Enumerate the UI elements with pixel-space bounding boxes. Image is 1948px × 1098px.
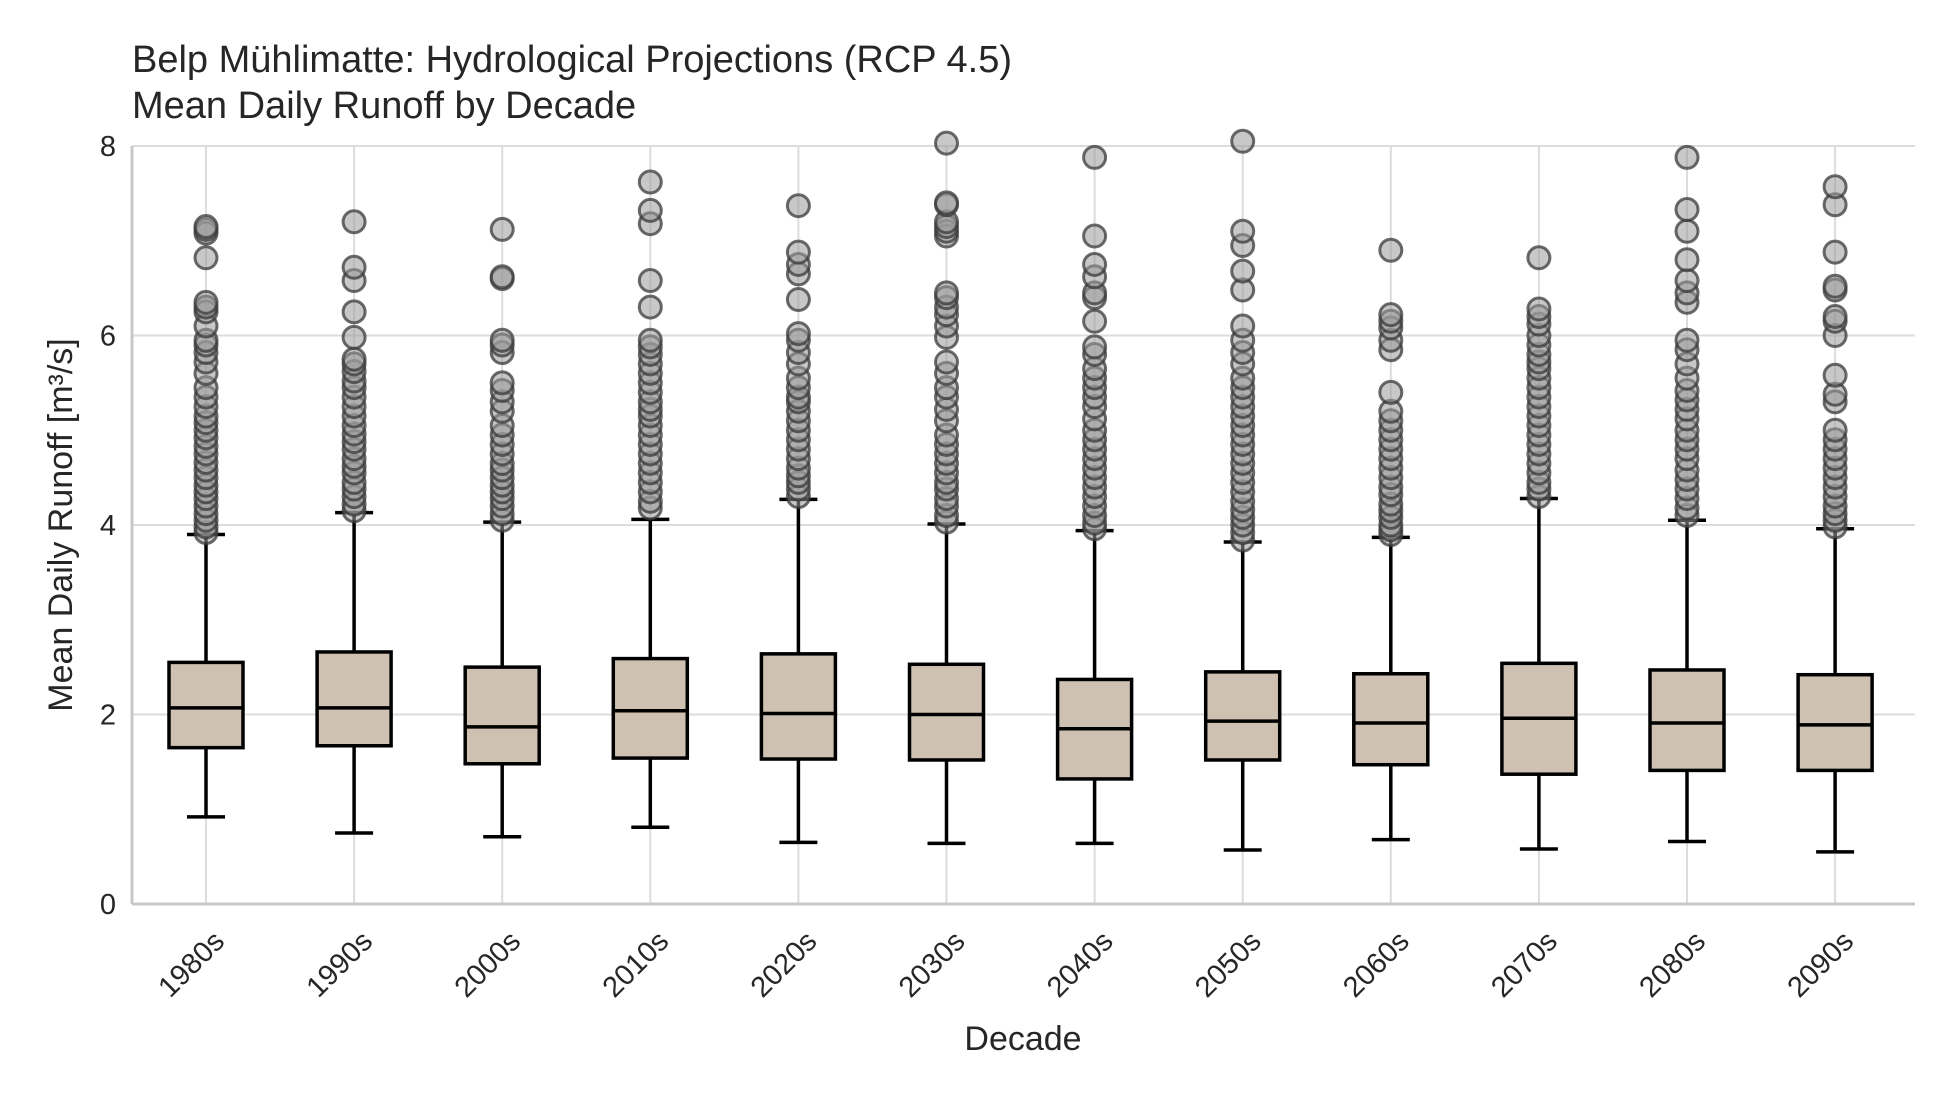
- outlier-point: [1230, 218, 1256, 244]
- box-group: [1055, 144, 1134, 846]
- outlier-point: [341, 209, 367, 235]
- outlier-point: [489, 264, 515, 290]
- y-tick-label: 2: [100, 700, 116, 732]
- grid: [132, 145, 1915, 905]
- axes-spines: [130, 146, 1915, 906]
- box-group: [611, 169, 690, 830]
- box-group: [1500, 245, 1578, 851]
- outlier-point: [637, 169, 663, 195]
- x-tick-label: 2070s: [1485, 925, 1563, 1003]
- box-group: [907, 130, 986, 846]
- iqr-box: [1352, 672, 1430, 767]
- outlier-point: [1674, 247, 1700, 273]
- chart-subtitle: Mean Daily Runoff by Decade: [132, 85, 636, 127]
- iqr-box: [167, 660, 245, 750]
- x-tick-label: 2020s: [745, 925, 823, 1003]
- iqr-box: [907, 662, 986, 762]
- box-group: [1648, 144, 1726, 844]
- outlier-point: [341, 324, 367, 350]
- box-group: [759, 193, 838, 845]
- outlier-point: [1822, 304, 1848, 330]
- iqr-box: [315, 650, 393, 748]
- y-tick-label: 4: [100, 510, 116, 542]
- outlier-point: [193, 245, 219, 271]
- box-group: [1796, 174, 1874, 854]
- outlier-point: [193, 289, 219, 315]
- outlier-point: [341, 346, 367, 372]
- outlier-point: [934, 349, 959, 375]
- outlier-point: [489, 216, 515, 242]
- outlier-point: [1674, 196, 1700, 222]
- box-series: [167, 128, 1874, 854]
- box-group: [1203, 128, 1282, 852]
- outlier-point: [1822, 239, 1848, 265]
- x-tick-label: 1990s: [301, 925, 379, 1003]
- outlier-point: [489, 370, 515, 396]
- outlier-point: [1526, 245, 1552, 271]
- outlier-point: [341, 299, 367, 325]
- box-group: [167, 214, 245, 819]
- outlier-point: [1082, 144, 1108, 170]
- x-tick-label: 2040s: [1041, 925, 1119, 1003]
- x-tick-label: 2030s: [893, 925, 971, 1003]
- x-axis-label: Decade: [964, 1020, 1081, 1058]
- outlier-point: [934, 190, 959, 216]
- x-tick-label: 1980s: [152, 925, 230, 1003]
- x-tick-label: 2090s: [1782, 925, 1860, 1003]
- outlier-point: [1674, 218, 1700, 244]
- y-axis-label: Mean Daily Runoff [m³/s]: [42, 338, 80, 712]
- outlier-point: [489, 327, 515, 353]
- iqr-box: [1203, 670, 1282, 762]
- y-tick-label: 0: [100, 889, 116, 921]
- outlier-point: [1082, 223, 1108, 249]
- y-tick-label: 6: [100, 321, 116, 353]
- outlier-point: [785, 286, 811, 312]
- iqr-box: [1648, 668, 1726, 773]
- box-group: [463, 216, 541, 839]
- outlier-point: [637, 268, 663, 294]
- outlier-point: [934, 130, 959, 156]
- outlier-point: [1822, 273, 1848, 299]
- iqr-box: [1796, 672, 1874, 773]
- outlier-point: [637, 197, 663, 223]
- outlier-point: [341, 254, 367, 280]
- box-group: [1352, 237, 1430, 842]
- outlier-point: [1378, 302, 1404, 328]
- outlier-point: [785, 321, 811, 347]
- iqr-box: [759, 652, 838, 761]
- outlier-point: [1674, 268, 1700, 294]
- x-tick-label: 2080s: [1633, 925, 1711, 1003]
- outlier-point: [637, 294, 663, 320]
- outlier-point: [934, 280, 959, 306]
- outlier-point: [1822, 174, 1848, 200]
- outlier-point: [1082, 334, 1108, 360]
- outlier-point: [637, 327, 663, 353]
- outlier-point: [1230, 128, 1256, 154]
- iqr-box: [463, 665, 541, 766]
- y-tick-label: 8: [100, 131, 116, 163]
- x-tick-label: 2050s: [1189, 925, 1267, 1003]
- outlier-point: [1674, 144, 1700, 170]
- outlier-point: [193, 214, 219, 240]
- outlier-point: [785, 239, 811, 265]
- box-group: [315, 209, 393, 835]
- x-tick-label: 2000s: [449, 925, 527, 1003]
- outlier-point: [1378, 237, 1404, 263]
- chart-title: Belp Mühlimatte: Hydrological Projection…: [132, 39, 1012, 81]
- outlier-point: [1674, 327, 1700, 353]
- outlier-point: [1378, 379, 1404, 405]
- outlier-point: [1230, 258, 1256, 284]
- x-tick-label: 2010s: [597, 925, 675, 1003]
- outlier-point: [1822, 362, 1848, 388]
- outlier-point: [1082, 251, 1108, 277]
- outlier-point: [1082, 308, 1108, 334]
- outlier-point: [785, 193, 811, 219]
- x-tick-label: 2060s: [1337, 925, 1415, 1003]
- outlier-point: [1822, 417, 1848, 443]
- outlier-point: [1526, 296, 1552, 322]
- iqr-box: [611, 656, 690, 760]
- outlier-point: [1230, 313, 1256, 339]
